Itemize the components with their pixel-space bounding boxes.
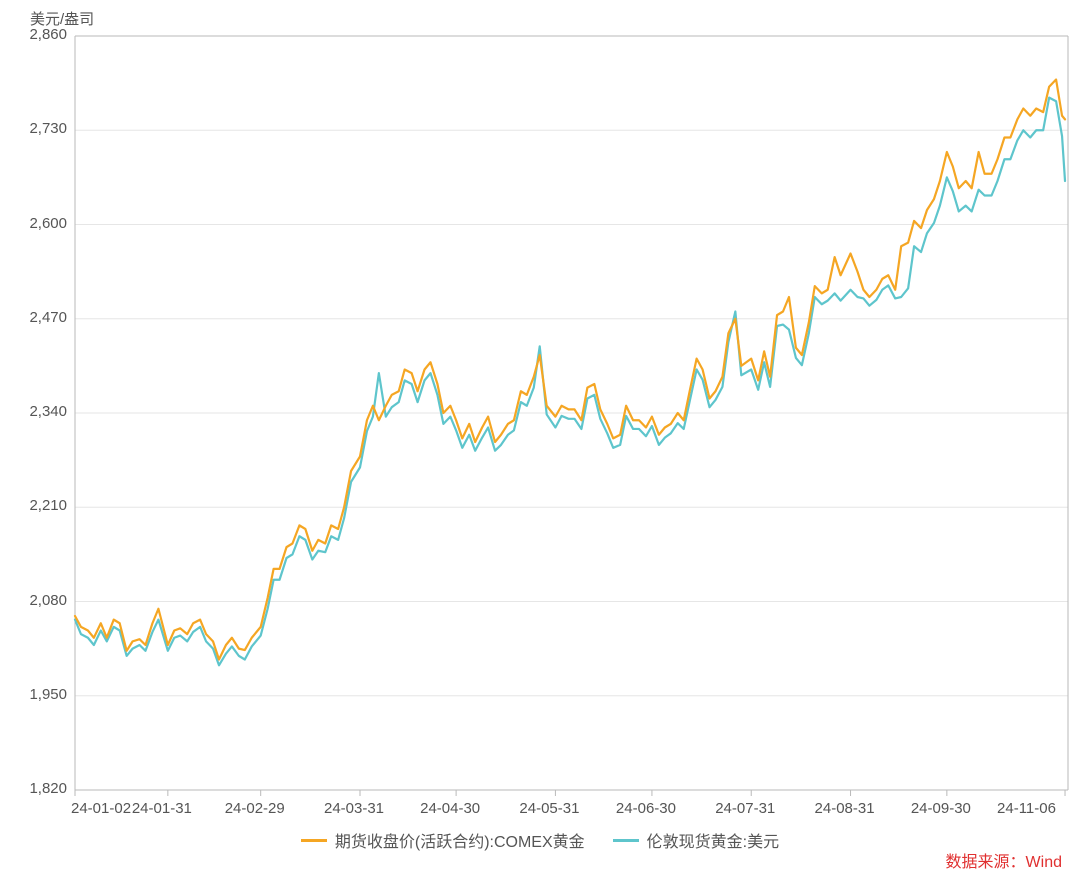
x-tick-label: 24-09-30 (911, 800, 971, 817)
chart-legend: 期货收盘价(活跃合约):COMEX黄金 伦敦现货黄金:美元 (0, 828, 1080, 852)
legend-item: 期货收盘价(活跃合约):COMEX黄金 (301, 828, 585, 852)
legend-item: 伦敦现货黄金:美元 (613, 828, 779, 852)
x-tick-label: 24-06-30 (616, 800, 676, 817)
y-tick-label: 1,950 (29, 686, 67, 703)
y-tick-label: 2,470 (29, 309, 67, 326)
y-tick-label: 2,210 (29, 497, 67, 514)
data-source-label: 数据来源：Wind (946, 848, 1062, 872)
y-tick-label: 2,600 (29, 215, 67, 232)
legend-swatch (613, 839, 639, 842)
x-tick-label: 24-01-02 (71, 800, 131, 817)
x-tick-label: 24-11-06 (997, 800, 1056, 817)
x-tick-label: 24-05-31 (519, 800, 579, 817)
y-tick-label: 1,820 (29, 780, 67, 797)
y-tick-label: 2,340 (29, 403, 67, 420)
legend-label: 伦敦现货黄金:美元 (647, 828, 779, 852)
y-tick-label: 2,080 (29, 592, 67, 609)
x-tick-label: 24-02-29 (225, 800, 285, 817)
y-tick-label: 2,860 (29, 26, 67, 43)
y-tick-label: 2,730 (29, 120, 67, 137)
legend-swatch (301, 839, 327, 842)
x-tick-label: 24-07-31 (715, 800, 775, 817)
x-tick-label: 24-04-30 (420, 800, 480, 817)
x-tick-label: 24-08-31 (815, 800, 875, 817)
chart-svg (0, 0, 1080, 882)
x-tick-label: 24-03-31 (324, 800, 384, 817)
gold-price-chart: 美元/盎司 1,8201,9502,0802,2102,3402,4702,60… (0, 0, 1080, 882)
x-tick-label: 24-01-31 (132, 800, 192, 817)
legend-label: 期货收盘价(活跃合约):COMEX黄金 (335, 828, 585, 852)
